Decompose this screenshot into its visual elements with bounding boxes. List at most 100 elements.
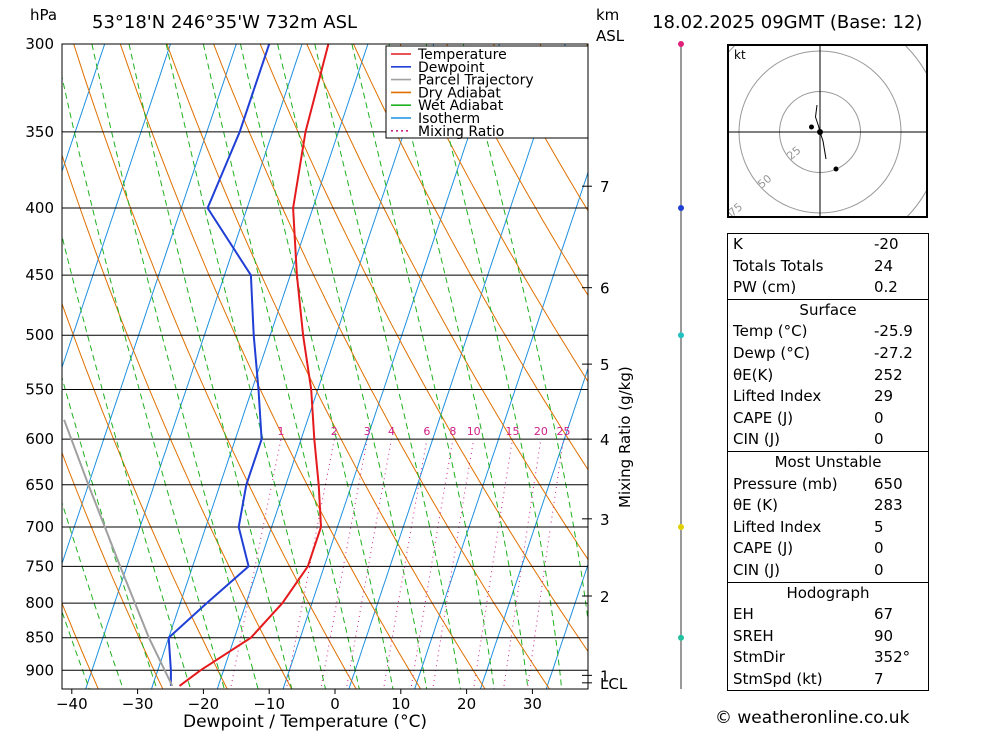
surface-label: CIN (J) xyxy=(733,430,781,449)
index-row: PW (cm) 0.2 xyxy=(728,277,928,299)
pressure-tick-label: 800 xyxy=(25,594,54,612)
hodo-row: StmSpd (kt) 7 xyxy=(728,669,928,691)
x-tick-label: 10 xyxy=(391,695,410,713)
plot-frame xyxy=(61,43,589,690)
dry-adiabat-line xyxy=(166,44,486,689)
isotherm-line xyxy=(348,44,566,689)
hodo-value: 67 xyxy=(874,605,894,624)
dry-adiabat-line xyxy=(960,44,1000,689)
dry-adiabat-line xyxy=(446,44,588,297)
surface-label: Lifted Index xyxy=(733,387,822,406)
dry-adiabat-line xyxy=(259,44,588,653)
mixing-ratio-label: 20 xyxy=(534,425,548,438)
hodograph-ring-label: 75 xyxy=(729,200,745,216)
wind-level-marker xyxy=(678,205,684,212)
dry-adiabat-line xyxy=(306,44,588,561)
legend-label: Dewpoint xyxy=(418,60,485,76)
hodograph-panel: kt 25 50 75 xyxy=(698,10,942,254)
hodo-label: SREH xyxy=(733,626,774,645)
x-axis-title: Dewpoint / Temperature (°C) xyxy=(183,712,427,732)
surface-row: CIN (J) 0 xyxy=(728,429,928,451)
profile-layer xyxy=(63,44,330,687)
surface-row: Dewp (°C) -27.2 xyxy=(728,343,928,365)
isotherm-line xyxy=(151,44,369,689)
isotherm-line xyxy=(545,563,588,689)
pressure-tick-label: 850 xyxy=(25,629,54,647)
hodograph-plot: kt 25 50 75 xyxy=(698,10,942,254)
wet-adiabat-line xyxy=(462,44,588,625)
x-tick-label: −40 xyxy=(56,695,88,713)
wind-level-marker xyxy=(678,524,684,531)
isotherm-line xyxy=(414,170,588,689)
grid-layer: 1 2 3 4 6 8 10 15 20 25 xyxy=(62,44,1000,689)
mixing-ratio-label: 8 xyxy=(449,425,456,438)
surface-value: -27.2 xyxy=(874,343,913,362)
mu-value: 0 xyxy=(874,560,884,579)
mu-label: θE (K) xyxy=(733,496,778,515)
hodo-row: SREH 90 xyxy=(728,626,928,648)
hodograph-ring-label: 50 xyxy=(755,172,774,191)
legend-label: Parcel Trajectory xyxy=(418,73,534,89)
km-tick-label: 7 xyxy=(600,178,610,196)
mu-row: CAPE (J) 0 xyxy=(728,538,928,560)
credit-link[interactable]: © weatheronline.co.uk xyxy=(715,708,910,728)
index-label: PW (cm) xyxy=(733,278,797,297)
wet-adiabat-line xyxy=(388,44,529,689)
wind-level-marker xyxy=(678,41,684,47)
km-tick-label: 1 xyxy=(600,667,610,685)
axis-layer: 300350400450500550600650700750800850900−… xyxy=(25,35,627,713)
km-tick-label: LCL xyxy=(600,675,628,693)
asl-unit-label: ASL xyxy=(596,27,625,45)
location-title: 53°18'N 246°35'W 732m ASL xyxy=(92,12,357,33)
legend-label: Mixing Ratio xyxy=(418,124,504,140)
mixing-ratio-label: 2 xyxy=(331,425,338,438)
legend-label: Dry Adiabat xyxy=(418,85,501,101)
legend-label: Isotherm xyxy=(418,111,480,127)
most-unstable-title: Most Unstable xyxy=(774,452,882,471)
mixing-ratio-label: 4 xyxy=(388,425,395,438)
mu-value: 0 xyxy=(874,539,884,558)
wet-adiabat-line xyxy=(91,44,259,689)
hodograph-stats-title: Hodograph xyxy=(786,583,870,602)
mu-value: 283 xyxy=(874,496,903,515)
hodograph-ring xyxy=(698,10,942,254)
mu-label: CAPE (J) xyxy=(733,539,794,558)
mixing-ratio-label: 25 xyxy=(557,425,571,438)
wet-adiabat-line xyxy=(165,44,326,689)
surface-row: CAPE (J) 0 xyxy=(728,408,928,430)
surface-row: Lifted Index 29 xyxy=(728,386,928,408)
mixing-ratio-line xyxy=(473,439,513,686)
hodograph-storm-motion xyxy=(817,129,823,135)
mu-row: Pressure (mb) 650 xyxy=(728,474,928,496)
mixing-ratio-label: 3 xyxy=(364,425,371,438)
mixing-ratio-label: 10 xyxy=(467,425,481,438)
index-value: 24 xyxy=(874,256,894,275)
surface-label: Temp (°C) xyxy=(733,322,808,341)
isotherm-line xyxy=(62,44,171,369)
series-dewpoint xyxy=(167,44,271,686)
isotherm-line xyxy=(216,44,435,689)
hodograph-ring-label: 25 xyxy=(784,144,803,163)
wet-adiabat-line xyxy=(128,44,293,689)
hodo-row: StmDir 352° xyxy=(728,647,928,669)
hodograph-point xyxy=(809,124,814,130)
surface-label: Dewp (°C) xyxy=(733,343,811,362)
mu-value: 5 xyxy=(874,517,884,536)
dry-adiabat-line xyxy=(73,44,357,689)
wet-adiabat-line xyxy=(314,44,461,689)
hodograph-unit-label: kt xyxy=(734,48,746,62)
surface-value: 29 xyxy=(874,387,894,406)
wet-adiabat-line xyxy=(351,44,495,689)
mixing-ratio-line xyxy=(230,439,282,686)
dry-adiabat-line xyxy=(62,302,228,689)
isotherm-line xyxy=(62,44,237,566)
surface-value: 0 xyxy=(874,408,884,427)
wind-level-marker xyxy=(678,634,684,641)
isotherm-line xyxy=(282,44,500,689)
wet-adiabat-line xyxy=(240,44,394,689)
km-tick-label: 6 xyxy=(600,280,610,298)
hodo-label: StmDir xyxy=(733,648,785,667)
index-row: Totals Totals 24 xyxy=(728,256,928,278)
mu-row: Lifted Index 5 xyxy=(728,517,928,539)
